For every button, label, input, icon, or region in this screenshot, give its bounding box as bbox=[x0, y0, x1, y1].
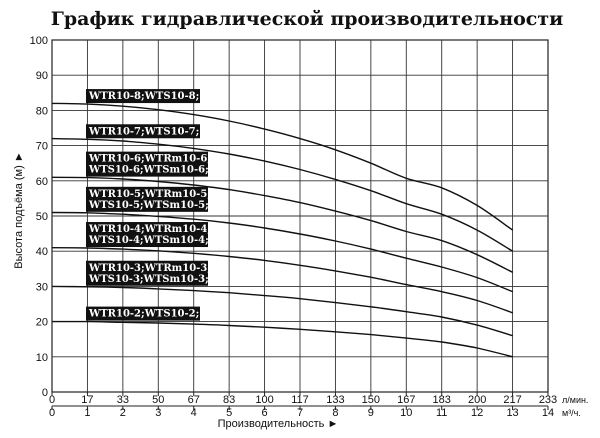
series-label: WTR10-5;WTRm10-5; bbox=[88, 189, 211, 200]
x-bottom-tick-label: 3 bbox=[155, 407, 161, 419]
x-top-tick-label: 0 bbox=[49, 394, 55, 406]
y-tick-label: 70 bbox=[36, 141, 48, 153]
y-tick-label: 40 bbox=[36, 246, 48, 258]
series-curve bbox=[51, 137, 513, 252]
x-bottom-tick-label: 1 bbox=[84, 407, 90, 419]
x-top-tick-label: 17 bbox=[81, 394, 93, 406]
series-label: WTS10-5;WTSm10-5; bbox=[88, 200, 209, 211]
series-label-box bbox=[86, 89, 200, 104]
x-top-tick-label: 150 bbox=[362, 394, 380, 406]
series-curve bbox=[51, 176, 513, 273]
series-label-box bbox=[86, 151, 208, 177]
x-bottom-tick-label: 0 bbox=[49, 407, 55, 419]
x-top-tick-label: 167 bbox=[397, 394, 415, 406]
series-label: WTR10-3;WTRm10-3; bbox=[88, 263, 211, 274]
x-bottom-tick-label: 13 bbox=[506, 407, 518, 419]
series-curve bbox=[51, 211, 513, 293]
series-label-box bbox=[86, 222, 208, 248]
x-top-tick-label: 217 bbox=[503, 394, 521, 406]
x-top-tick-label: 83 bbox=[223, 394, 235, 406]
series-curve bbox=[51, 285, 513, 337]
x-bottom-tick-label: 7 bbox=[297, 407, 303, 419]
x-bottom-tick-label: 2 bbox=[120, 407, 126, 419]
y-tick-label: 60 bbox=[36, 176, 48, 188]
x-top-tick-label: 233 bbox=[539, 394, 557, 406]
series-label: WTS10-3;WTSm10-3; bbox=[88, 274, 209, 285]
x-bottom-tick-label: 14 bbox=[542, 407, 554, 419]
y-tick-label: 30 bbox=[36, 281, 48, 293]
series-curve bbox=[51, 320, 513, 358]
x-top-tick-label: 50 bbox=[152, 394, 164, 406]
x-top-tick-label: 67 bbox=[188, 394, 200, 406]
series-label: WTR10-7;WTS10-7; bbox=[88, 126, 199, 137]
series-label: WTR10-4;WTRm10-4; bbox=[88, 224, 211, 235]
x-bottom-tick-label: 4 bbox=[191, 407, 197, 419]
series-label: WTR10-8;WTS10-8; bbox=[88, 91, 199, 102]
x-bottom-tick-label: 12 bbox=[471, 407, 483, 419]
series-label: WTS10-4;WTSm10-4; bbox=[88, 235, 209, 246]
series-label-box bbox=[86, 124, 200, 139]
chart-title: График гидравлической производительности bbox=[51, 8, 564, 30]
y-tick-label: 10 bbox=[36, 352, 48, 364]
y-tick-label: 90 bbox=[36, 70, 48, 82]
x-top-tick-label: 133 bbox=[326, 394, 344, 406]
x-axis-label: Производительность ► bbox=[218, 418, 339, 430]
series-curve bbox=[51, 247, 513, 314]
x-top-unit: л/мин. bbox=[562, 395, 588, 405]
x-top-tick-label: 200 bbox=[468, 394, 486, 406]
x-bottom-tick-label: 10 bbox=[400, 407, 412, 419]
x-bottom-tick-label: 8 bbox=[332, 407, 338, 419]
series-label: WTR10-2;WTS10-2; bbox=[88, 309, 199, 320]
series-curve bbox=[51, 102, 513, 231]
series-label-box bbox=[86, 260, 208, 286]
series-lines bbox=[51, 102, 513, 358]
series-label-box bbox=[86, 306, 200, 321]
series-label-box bbox=[86, 186, 208, 212]
y-tick-label: 80 bbox=[36, 105, 48, 117]
x-bottom-tick-label: 11 bbox=[436, 407, 447, 419]
x-top-tick-label: 117 bbox=[291, 394, 309, 406]
x-top-tick-label: 183 bbox=[433, 394, 451, 406]
y-axis-label: Высота подъёма (м) ► bbox=[13, 151, 25, 268]
y-tick-label: 20 bbox=[36, 317, 48, 329]
x-bottom-tick-label: 5 bbox=[226, 407, 232, 419]
series-label: WTS10-6;WTSm10-6; bbox=[88, 165, 209, 176]
y-tick-label: 100 bbox=[30, 35, 48, 47]
y-tick-label: 0 bbox=[42, 387, 48, 399]
y-tick-label: 50 bbox=[36, 211, 48, 223]
x-bottom-tick-label: 9 bbox=[368, 407, 374, 419]
x-bottom-tick-label: 6 bbox=[262, 407, 268, 419]
x-bottom-unit: м³/ч. bbox=[562, 408, 581, 418]
series-labels: WTR10-8;WTS10-8; WTR10-7;WTS10-7; WTR10-6;… bbox=[86, 89, 211, 321]
series-label: WTR10-6;WTRm10-6; bbox=[88, 154, 211, 165]
x-top-tick-label: 100 bbox=[255, 394, 273, 406]
x-top-tick-label: 33 bbox=[117, 394, 129, 406]
